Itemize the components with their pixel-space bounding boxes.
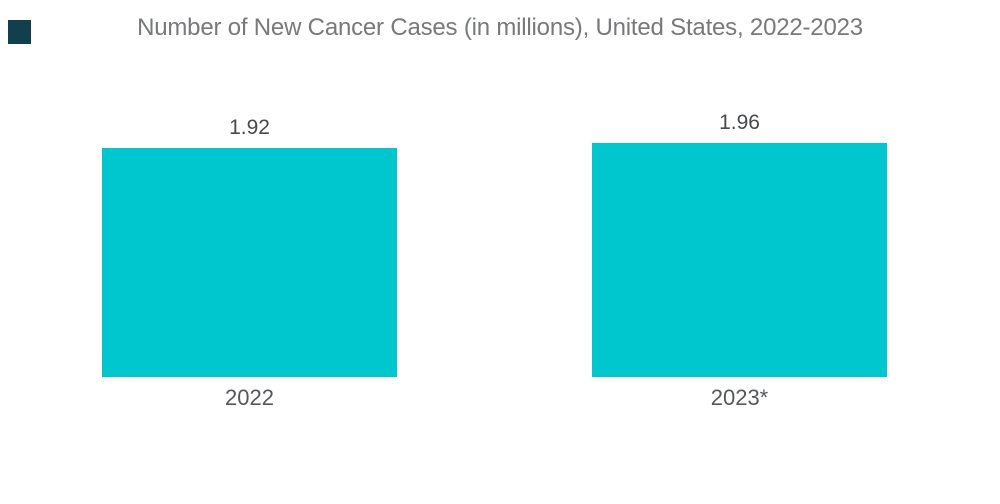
bar-group-2023: 1.96 2023* [592,0,887,504]
bar-2022 [102,148,397,377]
bar-value-label-2022: 1.92 [229,115,270,139]
brand-logo-square [8,20,31,44]
bar-2023 [592,143,887,377]
bar-group-2022: 1.92 2022 [102,0,397,504]
x-axis-label-2022: 2022 [225,385,274,410]
chart-title: Number of New Cancer Cases (in millions)… [137,14,863,41]
x-axis-label-2023: 2023* [710,385,769,410]
bar-value-label-2023: 1.96 [719,110,760,134]
